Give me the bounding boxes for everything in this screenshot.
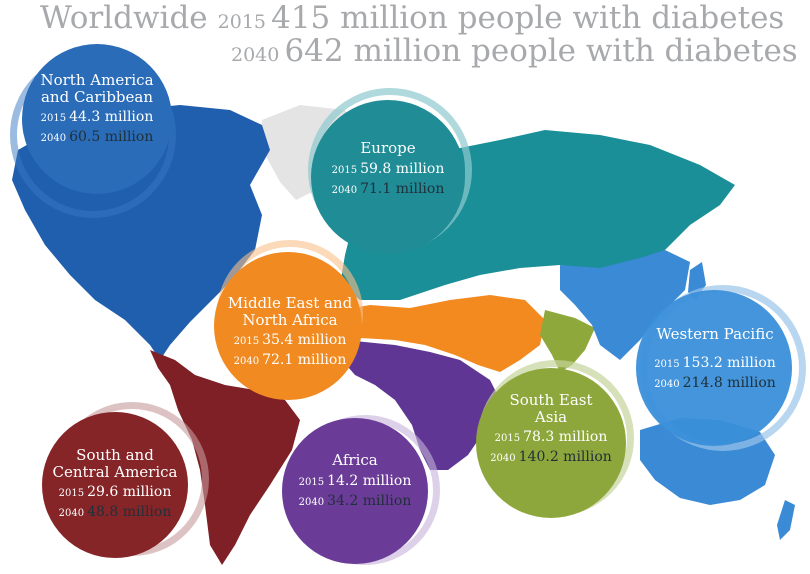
nac-label: North America and Caribbean 2015 44.3 mil… — [28, 72, 166, 146]
africa-year-2040: 2040 — [298, 496, 325, 508]
nac-year-2015: 2015 — [40, 113, 67, 124]
sea-name: South East — [509, 391, 593, 409]
sca-bubble — [42, 412, 188, 558]
nac-name-2: and Caribbean — [40, 87, 154, 106]
mena-name: Middle East and — [227, 294, 353, 312]
sca-year-2015: 2015 — [58, 488, 85, 499]
sca-value-2015: 29.6 million — [87, 484, 172, 500]
europe-value-2015: 59.8 million — [360, 160, 445, 177]
mena-value-2015: 35.4 million — [262, 332, 347, 348]
sea-bubble — [476, 368, 626, 518]
wp-value-2015: 153.2 million — [682, 354, 776, 371]
map-west-pacific — [560, 250, 690, 360]
nac-value-2040: 60.5 million — [69, 129, 154, 146]
africa-value-2040: 34.2 million — [327, 492, 412, 509]
sea-year-2015: 2015 — [494, 433, 521, 444]
mena-value-2040: 72.1 million — [262, 352, 347, 369]
wp-label: Western Pacific 2015 153.2 million 2040 21… — [640, 326, 790, 391]
map-south-america — [150, 350, 300, 565]
europe-year-2040: 2040 — [331, 184, 358, 196]
map-mena — [330, 295, 545, 372]
map-new-zealand — [777, 500, 795, 540]
mena-name-2: North Africa — [242, 310, 338, 329]
sea-name-2: Asia — [534, 407, 568, 426]
sca-label: South and Central America 2015 29.6 milli… — [40, 447, 190, 521]
africa-year-2015: 2015 — [298, 476, 325, 488]
europe-value-2040: 71.1 million — [360, 180, 445, 197]
africa-label: Africa 2015 14.2 million 2040 34.2 million — [282, 452, 428, 509]
sea-value-2040: 140.2 million — [518, 449, 612, 466]
nac-value-2015: 44.3 million — [69, 109, 154, 125]
africa-bubble — [282, 418, 428, 564]
header-line-2015: Worldwide 2015 415 million people with di… — [40, 3, 784, 34]
africa-name: Africa — [332, 451, 378, 469]
map-south-asia — [540, 310, 595, 372]
europe-bubble — [311, 100, 465, 254]
header-year-2040: 2040 — [231, 44, 280, 66]
nac-bubble — [22, 44, 172, 194]
wp-value-2040: 214.8 million — [682, 374, 776, 391]
europe-label: Europe 2015 59.8 million 2040 71.1 million — [315, 140, 461, 197]
wp-name: Western Pacific — [656, 325, 774, 343]
header-year-2015: 2015 — [217, 11, 266, 33]
sca-name-2: Central America — [52, 462, 178, 481]
sea-value-2015: 78.3 million — [523, 429, 608, 445]
header-line-2040: 2040 642 million people with diabetes — [231, 36, 798, 67]
header-text-2040: 642 million people with diabetes — [284, 33, 798, 69]
mena-label: Middle East and North Africa 2015 35.4 mi… — [216, 295, 364, 369]
header-text-2015: 415 million people with diabetes — [271, 0, 785, 36]
sca-value-2040: 48.8 million — [87, 504, 172, 521]
europe-year-2015: 2015 — [331, 164, 358, 176]
sca-year-2040: 2040 — [58, 508, 85, 520]
nac-name: North America — [40, 71, 154, 89]
header-title: Worldwide — [40, 0, 208, 36]
mena-year-2040: 2040 — [233, 356, 260, 368]
africa-value-2015: 14.2 million — [327, 472, 412, 489]
mena-bubble — [214, 252, 362, 400]
nac-year-2040: 2040 — [40, 133, 67, 145]
sca-name: South and — [76, 446, 154, 464]
sea-year-2040: 2040 — [490, 453, 516, 465]
europe-name: Europe — [360, 139, 416, 157]
wp-bubble — [636, 290, 792, 446]
mena-year-2015: 2015 — [233, 336, 260, 347]
wp-year-2015: 2015 — [654, 358, 680, 370]
sea-label: South East Asia 2015 78.3 million 2040 140… — [476, 392, 626, 466]
wp-year-2040: 2040 — [654, 378, 680, 390]
map-africa — [342, 340, 500, 470]
